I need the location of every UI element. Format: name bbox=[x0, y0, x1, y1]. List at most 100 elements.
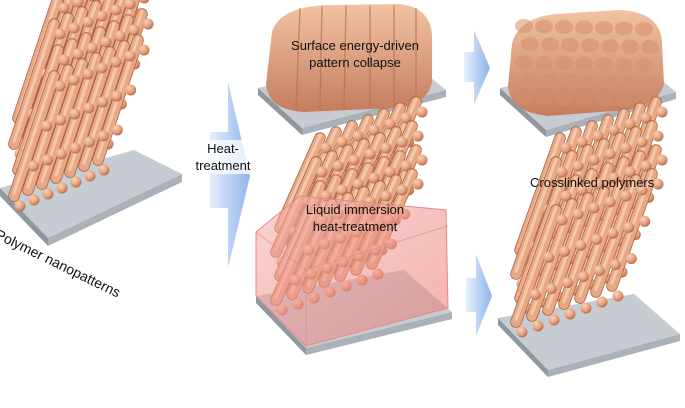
liquid-immersion-structure bbox=[255, 96, 452, 355]
polymer-node bbox=[70, 176, 82, 188]
polymer-nanopattern-structure bbox=[0, 0, 182, 246]
substrate-edge bbox=[0, 188, 48, 246]
polymer-node bbox=[114, 30, 126, 42]
polymer-node bbox=[400, 112, 412, 124]
polymer-node bbox=[55, 114, 67, 126]
surface-bump bbox=[535, 91, 553, 106]
surface-bump bbox=[561, 74, 579, 88]
polymer-node bbox=[652, 130, 664, 142]
surface-bump bbox=[621, 39, 639, 54]
surface-bump bbox=[515, 91, 533, 105]
substrate-edge bbox=[306, 312, 452, 355]
surface-bump bbox=[575, 56, 593, 71]
polymer-node bbox=[110, 4, 122, 16]
polymer-node bbox=[620, 142, 632, 154]
polymer-node bbox=[620, 190, 632, 202]
polymer-lattice bbox=[8, 0, 154, 212]
polymer-node bbox=[607, 227, 619, 239]
surface-bump bbox=[635, 58, 653, 72]
polymer-node bbox=[580, 302, 592, 314]
polymer-node bbox=[604, 148, 616, 160]
crosslinked-polymers-label: Crosslinked polymers bbox=[530, 175, 655, 190]
polymer-node bbox=[332, 160, 344, 172]
polymer-lattice bbox=[510, 96, 668, 338]
polymer-node bbox=[28, 194, 40, 206]
polymer-node bbox=[27, 160, 39, 172]
polymer-node bbox=[400, 160, 412, 172]
collapsed-polymer-block bbox=[266, 4, 432, 112]
surface-bump bbox=[535, 19, 553, 34]
substrate-edge bbox=[500, 88, 546, 137]
surface-bump bbox=[555, 92, 573, 106]
liquid-volume bbox=[255, 195, 449, 347]
crosslinked-polymer-structure bbox=[498, 96, 680, 377]
surface-bump bbox=[561, 38, 579, 52]
polymer-node bbox=[96, 62, 108, 74]
polymer-node bbox=[612, 290, 624, 302]
polymer-node bbox=[575, 239, 587, 251]
polymer-node bbox=[320, 142, 332, 154]
surface-bump bbox=[615, 57, 633, 72]
polymer-node bbox=[576, 184, 588, 196]
surface-bump bbox=[581, 38, 599, 53]
polymer-node bbox=[100, 36, 112, 48]
surface-bump bbox=[595, 93, 613, 107]
substrate-edge bbox=[548, 334, 680, 377]
collapsed-ridges bbox=[295, 4, 417, 111]
polymer-node bbox=[624, 118, 636, 130]
polymer-node bbox=[41, 154, 53, 166]
polymer-node bbox=[111, 124, 123, 136]
polymer-node bbox=[336, 184, 348, 196]
polymer-node bbox=[138, 44, 150, 56]
liquid-immersion-label: Liquid immersion heat-treatment bbox=[305, 202, 405, 234]
polymer-node bbox=[68, 22, 80, 34]
polymer-node bbox=[380, 142, 392, 154]
polymer-node bbox=[352, 178, 364, 190]
polymer-node bbox=[110, 56, 122, 68]
polymer-node bbox=[608, 172, 620, 184]
polymer-node bbox=[111, 90, 123, 102]
polymer-node bbox=[593, 265, 605, 277]
polymer-node bbox=[97, 96, 109, 108]
substrate-edge bbox=[258, 88, 302, 135]
right-arrow-icon bbox=[466, 254, 492, 336]
polymer-node bbox=[96, 10, 108, 22]
polymer-node bbox=[364, 148, 376, 160]
polymer-node bbox=[640, 112, 652, 124]
polymer-node bbox=[368, 172, 380, 184]
surface-bump bbox=[521, 73, 539, 87]
surface-bump bbox=[601, 75, 619, 89]
polymer-node bbox=[656, 154, 668, 166]
polymer-node bbox=[591, 233, 603, 245]
polymer-node bbox=[636, 136, 648, 148]
polymer-node bbox=[596, 296, 608, 308]
polymer-node bbox=[532, 320, 544, 332]
polymer-node bbox=[529, 289, 541, 301]
polymer-node bbox=[56, 182, 68, 194]
polymer-node bbox=[83, 102, 95, 114]
polymer-node bbox=[124, 50, 136, 62]
surface-bump bbox=[615, 21, 633, 36]
surface-bump bbox=[575, 20, 593, 35]
polymer-node bbox=[576, 136, 588, 148]
polymer-node bbox=[592, 178, 604, 190]
polymer-rod-highlight bbox=[12, 20, 56, 143]
polymer-node bbox=[14, 200, 26, 212]
polymer-node bbox=[380, 190, 392, 202]
polymer-rod-highlight bbox=[514, 158, 558, 273]
polymer-rod-highlight bbox=[12, 72, 56, 195]
polymer-node bbox=[58, 2, 70, 14]
surface-bump bbox=[641, 40, 659, 54]
polymer-node bbox=[54, 80, 66, 92]
surface-bump bbox=[555, 56, 573, 70]
surface-bump bbox=[615, 93, 633, 108]
heat-treatment-label: Heat- treatment bbox=[188, 140, 258, 174]
polymer-node bbox=[396, 136, 408, 148]
polymer-node bbox=[368, 124, 380, 136]
polymer-node bbox=[336, 136, 348, 148]
surface-bump bbox=[621, 75, 639, 90]
polymer-node bbox=[572, 208, 584, 220]
polymer-node bbox=[604, 196, 616, 208]
polymer-node bbox=[543, 251, 555, 263]
polymer-node bbox=[352, 130, 364, 142]
